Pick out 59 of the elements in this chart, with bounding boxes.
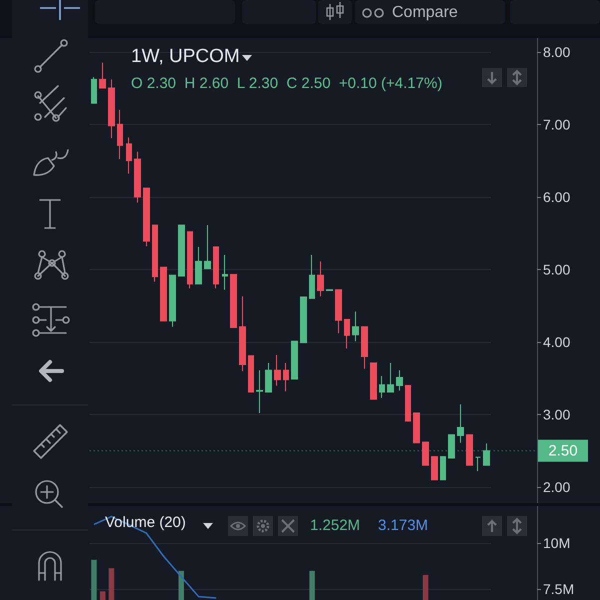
candlestick	[195, 246, 202, 284]
candlestick	[431, 456, 438, 480]
candlestick	[160, 266, 167, 322]
y-tick-label: 2.00	[543, 479, 570, 496]
candlestick	[274, 354, 281, 386]
ref-line-label: 2.50	[548, 442, 578, 460]
y-tick-label: 8.00	[543, 44, 570, 60]
candlestick	[396, 370, 403, 392]
candlestick	[204, 224, 211, 270]
chart-title: 1W, UPCOM	[131, 46, 240, 67]
candlestick	[265, 362, 272, 393]
candlestick	[239, 296, 246, 372]
candlestick	[361, 326, 368, 370]
candlestick	[317, 260, 324, 297]
candlestick	[256, 370, 263, 414]
y-tick-label: 7.00	[543, 116, 570, 132]
line-series	[93, 516, 217, 599]
text: Compare	[392, 4, 458, 21]
candlestick	[413, 412, 420, 444]
y-tick-label: 5.00	[543, 261, 570, 278]
candlestick	[370, 362, 377, 400]
candlestick	[352, 310, 359, 342]
candlestick	[99, 62, 106, 89]
candlestick	[230, 274, 237, 328]
candlestick	[222, 254, 228, 290]
candlestick	[143, 188, 150, 247]
candlestick	[248, 355, 254, 393]
candlestick	[187, 231, 193, 289]
candlestick	[387, 362, 394, 393]
candlestick	[466, 434, 473, 466]
candlestick	[291, 340, 298, 380]
candlestick	[134, 151, 141, 204]
candlestick	[152, 224, 158, 282]
candlestick	[379, 376, 385, 398]
candlestick	[300, 296, 307, 344]
y-tick-label: 10M	[543, 534, 570, 551]
y-tick-label: 4.00	[543, 334, 570, 350]
candlestick	[108, 78, 115, 139]
candlestick	[283, 362, 289, 392]
candlestick	[440, 456, 446, 480]
candlestick	[178, 224, 185, 276]
candlestick	[117, 109, 123, 160]
y-tick-label: 6.00	[543, 188, 570, 205]
candlestick	[309, 254, 315, 299]
candlestick	[405, 384, 411, 422]
y-tick-label: 3.00	[543, 406, 570, 422]
candlestick	[213, 246, 219, 289]
candlestick	[335, 289, 342, 334]
candlestick	[169, 274, 176, 328]
annotation: 3.173M	[378, 517, 428, 534]
annotation: 1.252M	[310, 517, 360, 534]
y-tick-label: 7.5M	[543, 580, 574, 597]
text: O 2.30 H 2.60 L 2.30 C 2.50 +0.10 (+4.17%)	[131, 75, 442, 92]
candlestick	[344, 318, 350, 349]
candlestick	[457, 404, 464, 444]
candlestick	[475, 456, 481, 472]
candlestick	[422, 442, 429, 466]
candlestick	[91, 76, 97, 104]
candlestick	[126, 136, 132, 174]
